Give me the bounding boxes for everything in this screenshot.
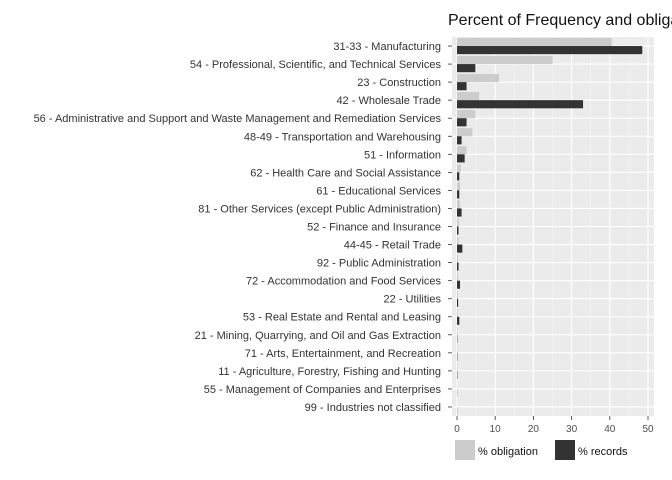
bar-records	[457, 82, 467, 91]
bar-obligation	[457, 326, 458, 335]
bar-records	[457, 280, 461, 289]
bar-obligation	[457, 182, 461, 191]
category-label: 31-33 - Manufacturing	[333, 41, 441, 53]
category-label: 92 - Public Administration	[317, 258, 441, 270]
bar-records	[457, 244, 463, 253]
bar-records	[457, 154, 465, 163]
bar-obligation	[457, 110, 476, 119]
category-label: 44-45 - Retail Trade	[344, 240, 441, 252]
bar-records	[457, 100, 584, 109]
category-label: 99 - Industries not classified	[305, 402, 441, 414]
category-label: 62 - Health Care and Social Assistance	[250, 167, 441, 179]
bar-obligation	[457, 92, 480, 101]
legend: % obligation % records	[455, 440, 628, 460]
bar-records	[457, 226, 459, 235]
bar-obligation	[457, 254, 459, 263]
x-tick-label: 0	[454, 424, 460, 435]
bar-obligation	[457, 73, 500, 83]
category-label: 72 - Accommodation and Food Services	[246, 276, 442, 288]
category-label: 54 - Professional, Scientific, and Techn…	[190, 59, 442, 71]
bar-records	[457, 64, 476, 73]
category-label: 52 - Finance and Insurance	[307, 222, 441, 234]
category-label: 81 - Other Services (except Public Admin…	[198, 203, 441, 215]
bar-records	[457, 316, 460, 325]
bar-records	[457, 118, 467, 127]
legend-label-records: % records	[578, 446, 628, 458]
category-label: 53 - Real Estate and Rental and Leasing	[243, 312, 441, 324]
legend-key-obligation	[455, 440, 475, 460]
category-label: 48-49 - Transportation and Warehousing	[244, 131, 441, 143]
category-label: 61 - Educational Services	[316, 185, 441, 197]
category-label: 71 - Arts, Entertainment, and Recreation	[245, 348, 441, 360]
category-label: 21 - Mining, Quarrying, and Oil and Gas …	[195, 330, 441, 342]
bar-obligation	[457, 218, 459, 227]
bar-records	[457, 136, 462, 145]
bar-obligation	[457, 164, 461, 173]
bar-records	[457, 262, 459, 271]
category-label: 56 - Administrative and Support and Wast…	[34, 113, 442, 125]
x-tick-label: 20	[528, 424, 540, 435]
bar-records	[457, 298, 459, 307]
bar-obligation	[457, 236, 459, 245]
bar-obligation	[457, 272, 459, 281]
bar-obligation	[457, 128, 473, 137]
bar-records	[457, 172, 460, 181]
bar-obligation	[457, 146, 467, 155]
bar-obligation	[457, 200, 461, 209]
category-label: 23 - Construction	[357, 77, 441, 89]
bar-records	[457, 46, 643, 55]
bar-obligation	[457, 37, 612, 47]
category-label: 22 - Utilities	[384, 294, 442, 306]
legend-label-obligation: % obligation	[478, 446, 538, 458]
chart-title: Percent of Frequency and obliga	[448, 12, 672, 29]
bar-obligation	[457, 55, 553, 65]
bar-obligation	[457, 308, 458, 317]
legend-key-records	[555, 440, 575, 460]
bars	[457, 37, 643, 416]
category-label: 42 - Wholesale Trade	[336, 95, 441, 107]
bar-obligation	[457, 290, 458, 299]
bar-records	[457, 208, 462, 217]
x-tick-label: 50	[642, 424, 654, 435]
category-label: 55 - Management of Companies and Enterpr…	[204, 384, 442, 396]
category-label: 11 - Agriculture, Forestry, Fishing and …	[218, 366, 441, 378]
x-tick-label: 40	[604, 424, 616, 435]
category-labels: 31-33 - Manufacturing 54 - Professional, …	[34, 41, 452, 414]
bar-records	[457, 190, 460, 199]
category-label: 51 - Information	[364, 149, 441, 161]
x-tick-label: 10	[490, 424, 502, 435]
x-axis-ticks: 0 10 20 30 40 50	[454, 416, 654, 435]
x-tick-label: 30	[566, 424, 578, 435]
